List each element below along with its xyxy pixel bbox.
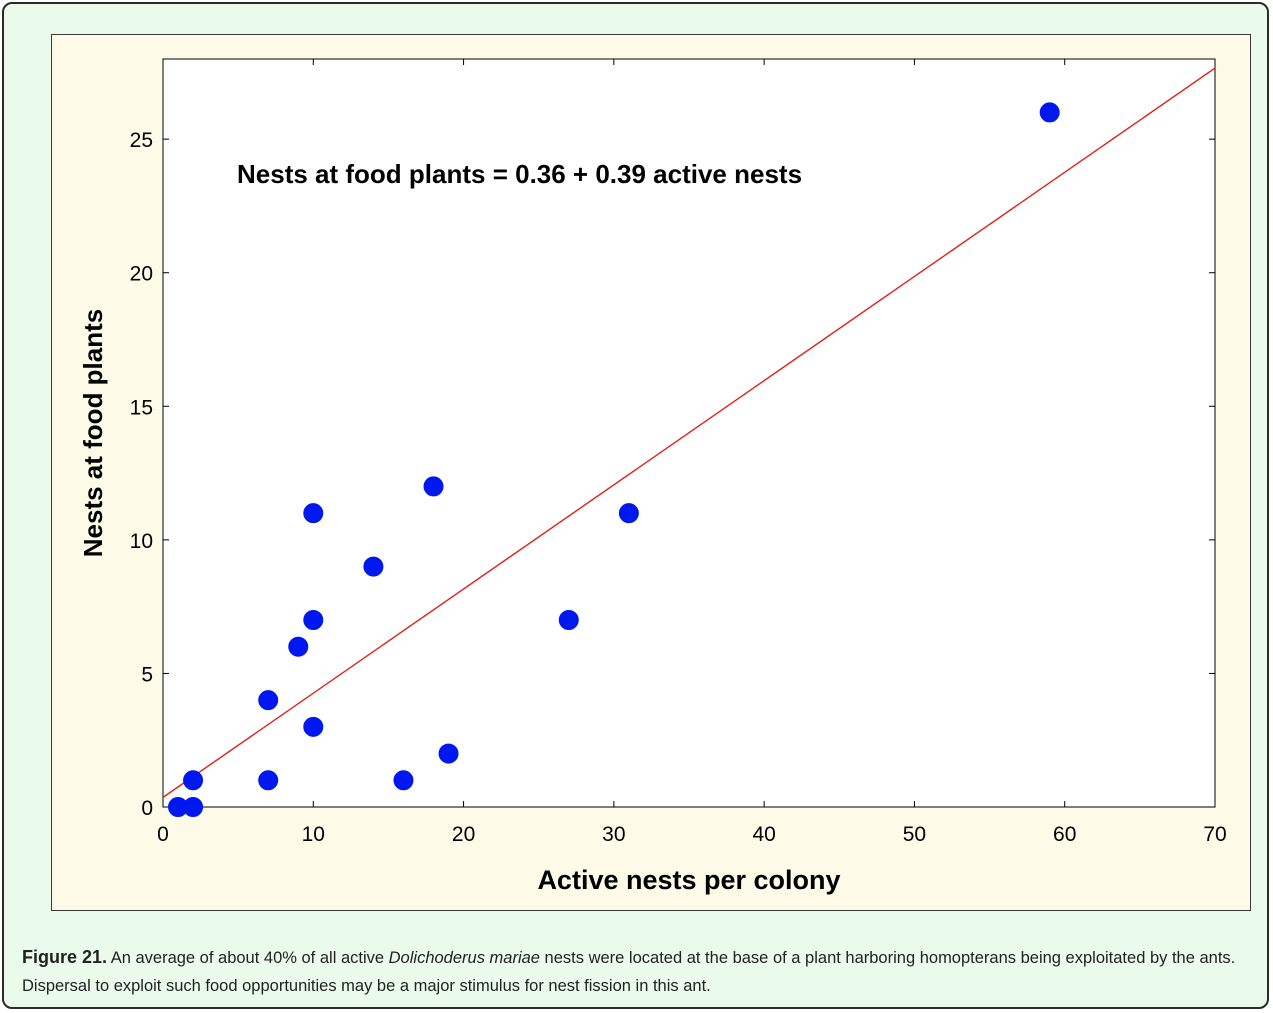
data-point-15 bbox=[1039, 102, 1060, 123]
y-tick-label: 5 bbox=[141, 663, 153, 686]
data-point-6 bbox=[303, 716, 324, 737]
scatter-chart: 0 10 20 30 40 50 60 70 0 5 10 15 20 25 Nests at food … bbox=[78, 58, 1227, 895]
data-point-5 bbox=[288, 636, 309, 657]
x-axis-label: Active nests per colony bbox=[537, 865, 840, 895]
regression-equation: Nests at food plants = 0.36 + 0.39 activ… bbox=[237, 159, 802, 189]
data-point-7 bbox=[303, 610, 324, 630]
data-point-11 bbox=[423, 476, 444, 497]
x-tick-label: 60 bbox=[1053, 823, 1076, 846]
caption-text-before: An average of about 40% of all active bbox=[107, 949, 389, 967]
data-point-2 bbox=[183, 770, 204, 791]
caption-text-after: nests were located at the base of a plan… bbox=[22, 949, 1236, 995]
x-tick-label: 10 bbox=[302, 823, 325, 846]
y-tick-label: 0 bbox=[141, 797, 153, 820]
data-point-3 bbox=[258, 770, 279, 791]
x-tick-label: 0 bbox=[157, 823, 169, 846]
y-tick-label: 25 bbox=[130, 129, 153, 152]
data-point-8 bbox=[303, 503, 324, 524]
caption-species: Dolichoderus mariae bbox=[388, 949, 540, 967]
x-tick-label: 40 bbox=[752, 823, 775, 846]
y-tick-label: 20 bbox=[130, 263, 153, 286]
regression-line bbox=[162, 67, 1216, 798]
data-point-1 bbox=[183, 797, 204, 817]
figure-caption: Figure 21. An average of about 40% of al… bbox=[22, 943, 1257, 1000]
x-tick-label: 30 bbox=[602, 823, 625, 846]
y-tick-label: 10 bbox=[130, 530, 153, 553]
data-point-9 bbox=[363, 556, 384, 577]
x-tick-label: 50 bbox=[903, 823, 926, 846]
data-point-13 bbox=[558, 610, 579, 630]
data-point-10 bbox=[393, 770, 414, 791]
y-tick-label: 15 bbox=[130, 396, 153, 419]
data-points bbox=[168, 102, 1060, 817]
figure-label: Figure 21. bbox=[22, 947, 108, 967]
chart-panel: 0 10 20 30 40 50 60 70 0 5 10 15 20 25 Nests at food … bbox=[51, 34, 1251, 911]
data-point-12 bbox=[438, 743, 459, 764]
data-point-4 bbox=[258, 690, 279, 711]
axes: 0 10 20 30 40 50 60 70 0 5 10 15 20 25 bbox=[130, 59, 1227, 846]
y-axis-label: Nests at food plants bbox=[78, 309, 108, 557]
x-tick-label: 20 bbox=[452, 823, 475, 846]
x-tick-label: 70 bbox=[1203, 823, 1226, 846]
data-point-14 bbox=[618, 503, 639, 524]
